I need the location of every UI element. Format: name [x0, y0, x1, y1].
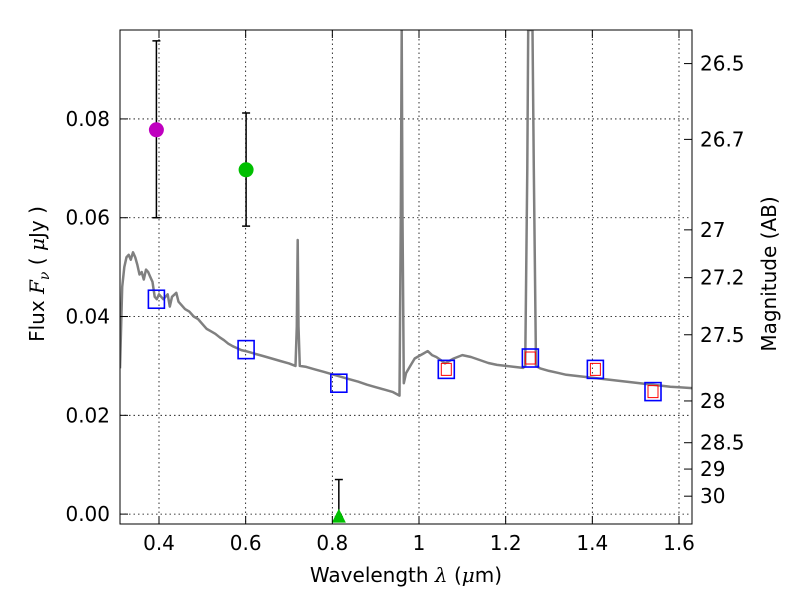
y-tick-label: 0.00: [65, 502, 110, 526]
x-tick-label: 1.2: [490, 531, 522, 555]
y2-tick-label: 27.5: [700, 323, 745, 347]
y2-tick-label: 26.7: [700, 127, 745, 151]
y2-tick-label: 29: [700, 457, 725, 481]
x-axis-label: Wavelength λ (μm): [310, 563, 502, 587]
y-tick-label: 0.02: [65, 403, 110, 427]
y-tick-label: 0.04: [65, 305, 110, 329]
observed-upper-limit-marker: [331, 508, 346, 523]
x-tick-label: 1.4: [576, 531, 608, 555]
secondary-y-axis-label: Magnitude (AB): [757, 196, 781, 351]
y-tick-label: 0.08: [65, 107, 110, 131]
y-tick-label: 0.06: [65, 206, 110, 230]
x-tick-label: 1: [413, 531, 426, 555]
y2-tick-label: 27.2: [700, 266, 745, 290]
synthetic-photometry-inner: [647, 385, 659, 399]
x-tick-label: 0.6: [230, 531, 262, 555]
synthetic-photometry-box: [147, 289, 166, 310]
plot-area: [120, 30, 692, 523]
synthetic-photometry-inner: [440, 362, 452, 376]
synthetic-photometry-box: [330, 373, 348, 394]
grid: [120, 30, 692, 524]
x-tick-label: 0.4: [143, 531, 175, 555]
synthetic-photometry-box: [437, 359, 456, 380]
synthetic-photometry-inner: [524, 351, 536, 365]
y2-tick-label: 28: [700, 389, 725, 413]
plot-frame: [119, 29, 693, 525]
y2-tick-label: 30: [700, 484, 725, 508]
axis-ticks: 0.4 0.6 0.8 1 1.2 1.4 1.6 0.00 0.02 0.04 0.06 0.08 2…: [65, 30, 745, 555]
x-tick-label: 0.8: [316, 531, 348, 555]
y2-tick-label: 26.5: [700, 52, 745, 76]
observed-flux-point: [148, 122, 164, 138]
y2-tick-label: 27: [700, 218, 725, 242]
y2-tick-label: 28.5: [700, 431, 745, 455]
synthetic-photometry-inner: [589, 362, 601, 376]
synthetic-photometry-box: [521, 348, 540, 368]
observed-flux-point: [238, 162, 254, 178]
synthetic-photometry-box: [586, 359, 605, 380]
y-axis-label: Flux Fν ( μJy ): [25, 206, 53, 342]
synthetic-photometry-box: [644, 381, 662, 402]
x-tick-label: 1.6: [663, 531, 695, 555]
model-sed-line: [120, 30, 692, 397]
synthetic-photometry-box: [237, 339, 255, 360]
